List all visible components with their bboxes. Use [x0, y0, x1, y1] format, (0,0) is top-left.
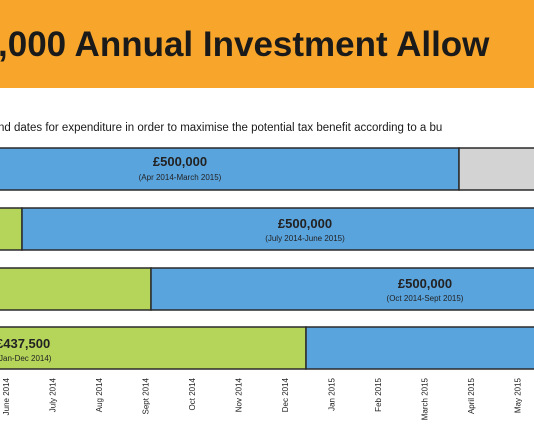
- period: (Apr 2014-March 2015): [139, 173, 222, 182]
- month-label: May 2015: [514, 377, 523, 413]
- green-bar: [0, 207, 23, 251]
- amount: £500,000: [398, 276, 452, 291]
- period: (July 2014-June 2015): [265, 234, 345, 243]
- amount: £500,000: [153, 154, 207, 169]
- month-label: March 2015: [421, 377, 430, 420]
- header-band: [0, 0, 534, 88]
- month-label: Feb 2015: [374, 377, 383, 411]
- amount: £437,500: [0, 336, 50, 351]
- month-axis: June 2014 July 2014 Aug 2014 Sept 2014 Oct 2…: [2, 377, 523, 420]
- month-label: Sept 2014: [142, 377, 151, 414]
- month-label: July 2014: [49, 377, 58, 412]
- month-label: Oct 2014: [188, 377, 197, 410]
- blue-bar: [21, 207, 534, 251]
- subtitle: nd dates for expenditure in order to max…: [0, 122, 442, 134]
- blue-bar: [0, 147, 460, 191]
- month-label: Nov 2014: [235, 377, 244, 412]
- month-label: Aug 2014: [95, 377, 104, 412]
- month-label: Jan 2015: [328, 377, 337, 410]
- month-label: June 2014: [2, 377, 11, 415]
- month-label: April 2015: [467, 377, 476, 414]
- green-bar: [0, 267, 152, 311]
- period: (Oct 2014-Sept 2015): [387, 294, 464, 303]
- period: Jan-Dec 2014): [0, 354, 52, 363]
- grey-bar: [458, 147, 534, 191]
- month-label: Dec 2014: [281, 377, 290, 412]
- blue-bar: [305, 326, 534, 370]
- blue-bar: [150, 267, 534, 311]
- title: ,000 Annual Investment Allow: [0, 25, 490, 64]
- amount: £500,000: [278, 216, 332, 231]
